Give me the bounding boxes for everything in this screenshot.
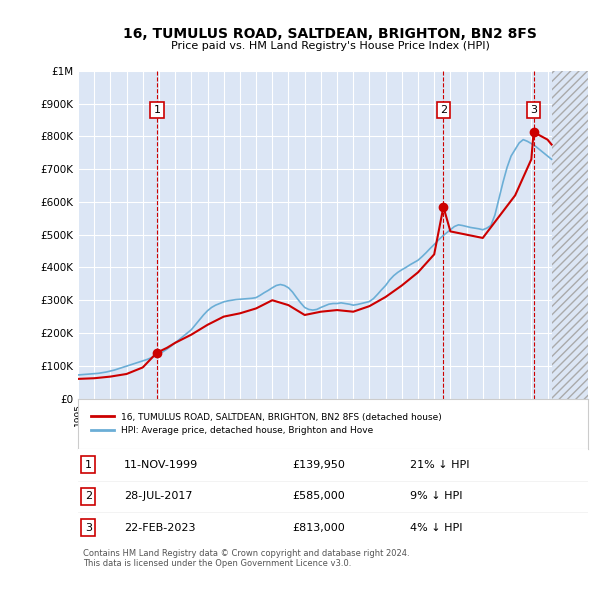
- Text: 2: 2: [440, 105, 447, 115]
- Text: 16, TUMULUS ROAD, SALTDEAN, BRIGHTON, BN2 8FS: 16, TUMULUS ROAD, SALTDEAN, BRIGHTON, BN…: [123, 27, 537, 41]
- Text: £813,000: £813,000: [292, 523, 345, 533]
- Text: 3: 3: [530, 105, 537, 115]
- Text: 21% ↓ HPI: 21% ↓ HPI: [409, 460, 469, 470]
- Text: 28-JUL-2017: 28-JUL-2017: [124, 491, 193, 502]
- Text: £585,000: £585,000: [292, 491, 345, 502]
- Text: 11-NOV-1999: 11-NOV-1999: [124, 460, 198, 470]
- Text: 4% ↓ HPI: 4% ↓ HPI: [409, 523, 462, 533]
- Text: 1: 1: [154, 105, 160, 115]
- Text: 2: 2: [85, 491, 92, 502]
- Text: Contains HM Land Registry data © Crown copyright and database right 2024.
This d: Contains HM Land Registry data © Crown c…: [83, 549, 410, 568]
- Text: 1: 1: [85, 460, 92, 470]
- Legend: 16, TUMULUS ROAD, SALTDEAN, BRIGHTON, BN2 8FS (detached house), HPI: Average pri: 16, TUMULUS ROAD, SALTDEAN, BRIGHTON, BN…: [88, 409, 445, 438]
- Text: 9% ↓ HPI: 9% ↓ HPI: [409, 491, 462, 502]
- Text: 22-FEB-2023: 22-FEB-2023: [124, 523, 196, 533]
- Text: Price paid vs. HM Land Registry's House Price Index (HPI): Price paid vs. HM Land Registry's House …: [170, 41, 490, 51]
- Text: 3: 3: [85, 523, 92, 533]
- Bar: [551, 71, 588, 399]
- Text: £139,950: £139,950: [292, 460, 345, 470]
